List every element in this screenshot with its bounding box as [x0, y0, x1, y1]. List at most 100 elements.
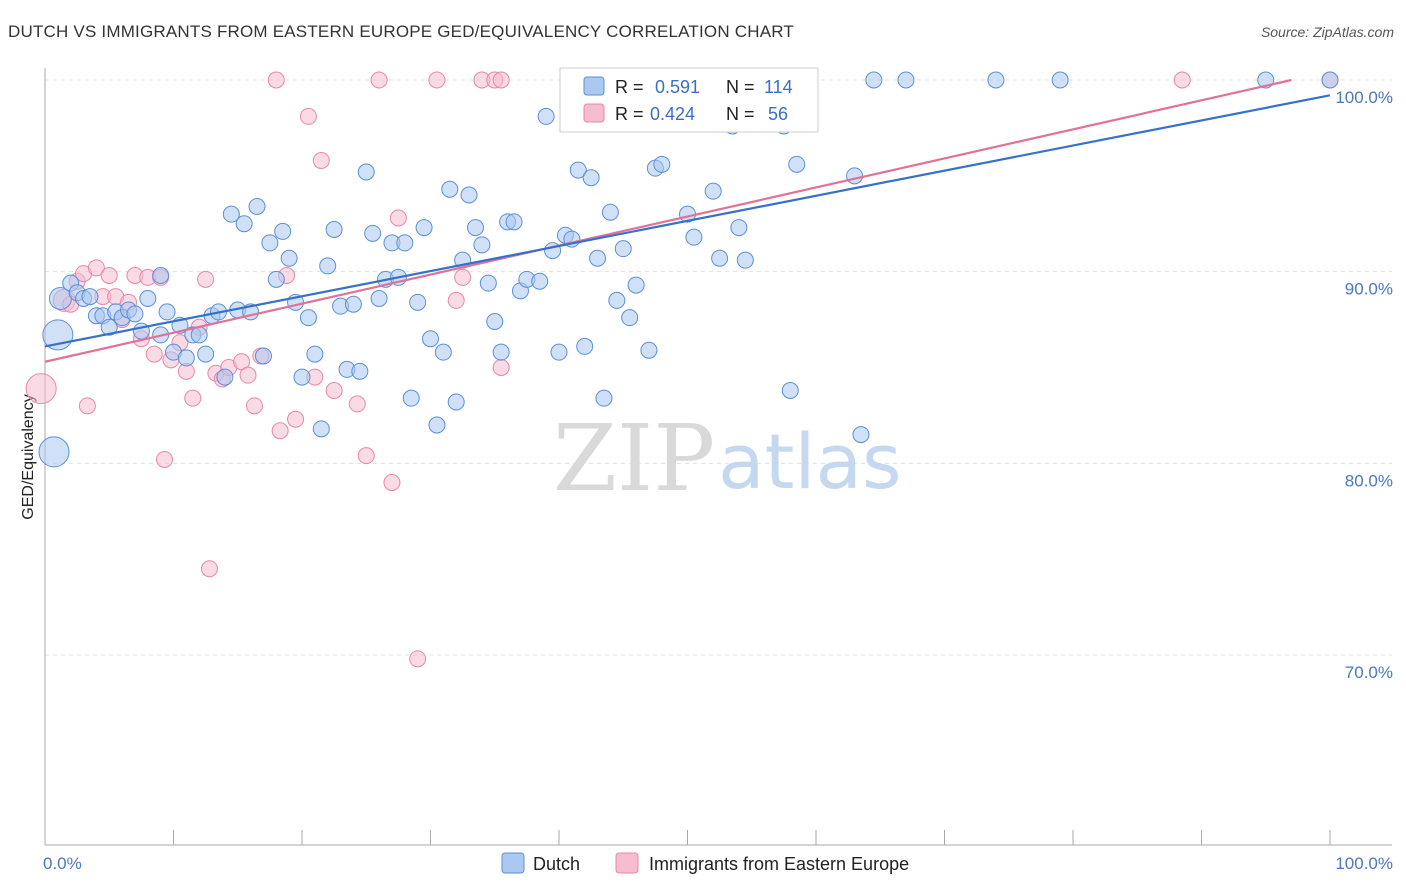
dutch-point-63	[447, 393, 465, 411]
dutch-point-36	[274, 222, 292, 240]
imm-point-48	[454, 268, 472, 286]
trendlines	[44, 78, 1331, 363]
y-tick-label-80: 80.0%	[1345, 471, 1393, 490]
dutch-point-67	[473, 236, 491, 254]
dutch-point-23	[190, 326, 208, 344]
legend-dutch-swatch	[583, 76, 605, 96]
imm-point-43	[383, 474, 401, 491]
y-tick-labels: 70.0% 80.0% 90.0% 100.0%	[1335, 88, 1393, 682]
imm-point-52	[492, 359, 510, 376]
imm-point-33	[271, 422, 289, 440]
dutch-point-47	[344, 295, 362, 313]
legend-imm-swatch	[583, 103, 605, 123]
dutch-point-33	[254, 347, 272, 365]
imm-point-41	[357, 447, 375, 465]
dutch-point-51	[370, 290, 388, 307]
dutch-point-1	[38, 436, 70, 468]
dutch-point-96	[704, 182, 722, 200]
dutch-point-40	[299, 309, 317, 327]
imm-point-32	[267, 71, 285, 89]
legend-dutch-r-value: 0.591	[655, 77, 700, 97]
dutch-point-44	[325, 221, 343, 238]
dutch-trendline	[44, 94, 1331, 348]
dutch-point-76	[537, 107, 555, 125]
imm-point-15	[145, 345, 163, 363]
imm-point-17	[156, 451, 174, 468]
dutch-points	[38, 71, 1339, 468]
dutch-point-58	[415, 219, 433, 237]
x-axis-ticks	[44, 830, 1331, 845]
imm-point-6	[87, 259, 105, 277]
legend-imm-r-value: 0.424	[650, 104, 695, 124]
dutch-point-89	[621, 309, 639, 327]
legend-imm-r-label: R =	[615, 104, 644, 124]
dutch-point-43	[319, 257, 337, 275]
imm-point-35	[287, 410, 305, 428]
dutch-point-88	[614, 240, 632, 258]
imm-trendline	[44, 78, 1292, 363]
series-legend-imm-swatch	[615, 852, 639, 874]
dutch-point-39	[293, 368, 311, 386]
dutch-point-68	[479, 274, 497, 292]
imm-point-40	[348, 395, 366, 413]
series-legend-dutch-label: Dutch	[533, 854, 580, 874]
dutch-point-70	[492, 343, 510, 361]
y-tick-label-90: 90.0%	[1345, 280, 1393, 299]
dutch-point-81	[569, 161, 587, 179]
dutch-point-107	[865, 71, 883, 89]
imm-point-45	[409, 650, 427, 668]
dutch-point-75	[531, 272, 549, 290]
dutch-point-13	[126, 305, 144, 323]
dutch-point-95	[685, 228, 703, 246]
dutch-point-85	[595, 389, 613, 407]
watermark-atlas: atlas	[718, 417, 902, 506]
imm-point-46	[428, 71, 446, 89]
dutch-point-6	[81, 288, 99, 306]
dutch-point-90	[627, 276, 645, 294]
dutch-point-97	[711, 249, 729, 267]
dutch-point-108	[897, 71, 915, 89]
dutch-point-57	[409, 293, 427, 311]
dutch-point-30	[235, 215, 253, 233]
imm-point-0	[25, 373, 57, 405]
dutch-point-84	[589, 249, 607, 267]
y-tick-label-100: 100.0%	[1335, 88, 1393, 107]
dutch-point-32	[248, 198, 266, 215]
legend-dutch-n-value: 114	[764, 77, 793, 97]
dutch-point-103	[781, 382, 799, 399]
imm-point-42	[370, 71, 388, 89]
dutch-point-18	[158, 303, 176, 321]
imm-point-5	[78, 397, 96, 415]
dutch-point-93	[653, 155, 671, 173]
imm-point-39	[325, 382, 343, 399]
source-credit: Source: ZipAtlas.com	[1260, 24, 1394, 40]
y-axis-title: GED/Equivalency	[20, 394, 37, 519]
dutch-point-42	[312, 420, 330, 438]
legend-dutch-r-label: R =	[615, 77, 644, 97]
dutch-point-91	[640, 341, 658, 359]
dutch-point-66	[466, 219, 484, 237]
dutch-point-100	[730, 219, 748, 237]
dutch-point-83	[582, 169, 600, 187]
y-tick-label-70: 70.0%	[1345, 663, 1393, 682]
dutch-point-49	[357, 163, 375, 181]
legend-dutch-n-label: N =	[726, 77, 755, 97]
dutch-point-28	[222, 205, 240, 223]
series-legend-imm-label: Immigrants from Eastern Europe	[649, 854, 909, 874]
dutch-point-61	[434, 343, 452, 361]
stats-legend: R = 0.591 N = 114 R = 0.424 N = 56	[559, 67, 819, 133]
dutch-point-55	[396, 234, 414, 252]
imm-point-47	[447, 291, 465, 309]
dutch-point-72	[505, 213, 523, 231]
dutch-point-56	[402, 389, 420, 407]
dutch-point-86	[601, 203, 619, 221]
imm-point-21	[184, 389, 202, 407]
dutch-point-69	[486, 313, 504, 330]
dutch-point-110	[1051, 71, 1069, 89]
dutch-point-104	[788, 155, 806, 173]
dutch-point-50	[364, 224, 382, 242]
dutch-point-48	[351, 362, 369, 380]
imm-point-44	[389, 209, 407, 227]
imm-point-29	[239, 366, 257, 384]
